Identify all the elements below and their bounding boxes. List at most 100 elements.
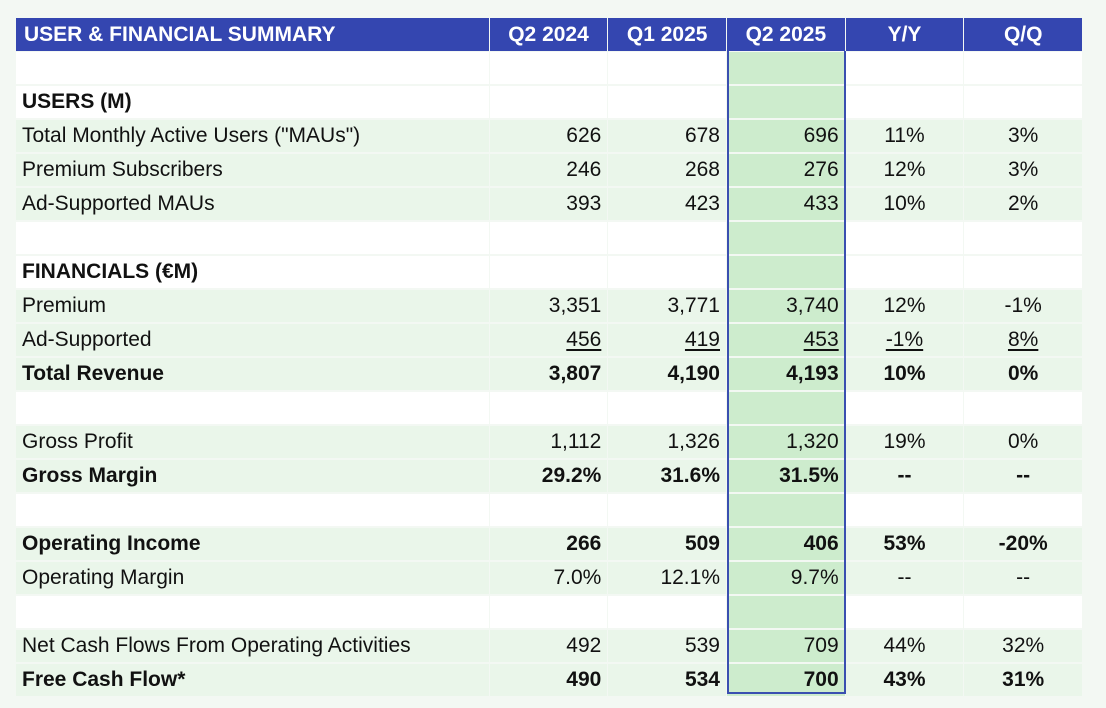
section-title: FINANCIALS (€M) (16, 256, 489, 288)
cell-q1-2025 (608, 222, 726, 254)
cell-value: 9.7% (790, 566, 839, 589)
column-header-qq: Q/Q (964, 18, 1083, 51)
cell-value: -- (897, 566, 912, 589)
cell-q1-2025: 3,771 (608, 290, 726, 322)
cell-yy: 10% (845, 358, 964, 390)
column-header-q2-2024: Q2 2024 (489, 18, 608, 51)
cell-value: 453 (803, 328, 839, 351)
spacer-row (16, 222, 1082, 256)
cell-value: 31.6% (660, 464, 720, 487)
cell-q2-2024: 456 (489, 324, 608, 356)
row-label: Operating Income (16, 528, 489, 560)
cell-qq (964, 86, 1082, 118)
cell-q2-2025: 406 (727, 528, 845, 560)
cell-value: 492 (566, 634, 602, 657)
cell-value: 696 (803, 124, 839, 147)
row-label: Ad-Supported MAUs (16, 188, 489, 220)
cell-value: 19% (883, 430, 926, 453)
cell-q2-2025: 1,320 (727, 426, 845, 458)
cell-qq: 31% (964, 664, 1082, 696)
cell-q2-2025: 453 (727, 324, 845, 356)
cell-q2-2024: 246 (489, 154, 608, 186)
cell-qq (964, 256, 1082, 288)
cell-value: 0% (1007, 430, 1039, 453)
cell-value: -1% (885, 328, 924, 351)
cell-qq: 0% (964, 358, 1082, 390)
cell-q2-2024: 3,351 (489, 290, 608, 322)
cell-value: 433 (803, 192, 839, 215)
cell-yy (845, 222, 964, 254)
spacer-row (16, 52, 1082, 86)
table-row: Total Revenue 3,807 4,190 4,193 10% 0% (16, 358, 1082, 392)
column-header-q2-2025: Q2 2025 (727, 18, 845, 51)
cell-value: 10% (883, 362, 926, 385)
cell-value: 31% (1002, 668, 1045, 691)
row-label: Gross Margin (16, 460, 489, 492)
cell-value: 4,193 (786, 362, 839, 385)
cell-q2-2025 (727, 392, 845, 424)
cell-value: 406 (803, 532, 839, 555)
cell-value: 0% (1007, 362, 1039, 385)
row-label: Free Cash Flow* (16, 664, 489, 696)
cell-q2-2024: 7.0% (489, 562, 608, 594)
cell-yy: 12% (845, 154, 964, 186)
cell-yy: 12% (845, 290, 964, 322)
cell-q2-2024 (489, 494, 608, 526)
cell-qq: -1% (964, 290, 1082, 322)
cell-q2-2025: 709 (727, 630, 845, 662)
cell-q2-2025 (727, 86, 845, 118)
cell-value: 3,740 (786, 294, 839, 317)
cell-q2-2025 (727, 52, 845, 84)
cell-value: 700 (803, 668, 839, 691)
cell-qq: 2% (964, 188, 1082, 220)
cell-yy: 11% (845, 120, 964, 152)
spacer-row (16, 392, 1082, 426)
cell-q1-2025: 31.6% (608, 460, 726, 492)
table-row: Premium Subscribers 246 268 276 12% 3% (16, 154, 1082, 188)
cell-value: -1% (1004, 294, 1042, 317)
cell-value: 31.5% (779, 464, 839, 487)
cell-q2-2025: 9.7% (727, 562, 845, 594)
cell-value: 246 (566, 158, 602, 181)
cell-q1-2025: 678 (608, 120, 726, 152)
column-header-q1-2025: Q1 2025 (608, 18, 727, 51)
cell-q1-2025: 268 (608, 154, 726, 186)
cell-yy: 10% (845, 188, 964, 220)
cell-value: 539 (684, 634, 720, 657)
cell-value: 43% (883, 668, 926, 691)
row-label: Gross Profit (16, 426, 489, 458)
cell-value: 276 (803, 158, 839, 181)
cell-qq: -- (964, 562, 1082, 594)
cell-q2-2024: 490 (489, 664, 608, 696)
cell-q2-2024 (489, 596, 608, 628)
cell-value: 12.1% (660, 566, 720, 589)
cell-q2-2025: 31.5% (727, 460, 845, 492)
cell-qq (964, 52, 1082, 84)
cell-qq: 8% (964, 324, 1082, 356)
cell-value: 3% (1007, 158, 1039, 181)
cell-value: 8% (1007, 328, 1039, 351)
cell-qq: 3% (964, 154, 1082, 186)
cell-yy (845, 52, 964, 84)
cell-value: 10% (883, 192, 926, 215)
cell-value: 423 (684, 192, 720, 215)
cell-yy (845, 86, 964, 118)
cell-q2-2025 (727, 222, 845, 254)
table-row: Premium 3,351 3,771 3,740 12% -1% (16, 290, 1082, 324)
table-row: Operating Income 266 509 406 53% -20% (16, 528, 1082, 562)
cell-value: 268 (684, 158, 720, 181)
cell-yy: 19% (845, 426, 964, 458)
cell-value: 266 (566, 532, 602, 555)
cell-value: 53% (883, 532, 926, 555)
cell-value: 1,326 (667, 430, 720, 453)
cell-qq (964, 596, 1082, 628)
cell-qq: 3% (964, 120, 1082, 152)
table-header: USER & FINANCIAL SUMMARY Q2 2024 Q1 2025… (16, 18, 1083, 52)
cell-q2-2024 (489, 222, 608, 254)
cell-value: 678 (684, 124, 720, 147)
cell-yy: -1% (845, 324, 964, 356)
cell-qq (964, 392, 1082, 424)
cell-value: 626 (566, 124, 602, 147)
cell-q2-2024: 492 (489, 630, 608, 662)
cell-q2-2024 (489, 392, 608, 424)
